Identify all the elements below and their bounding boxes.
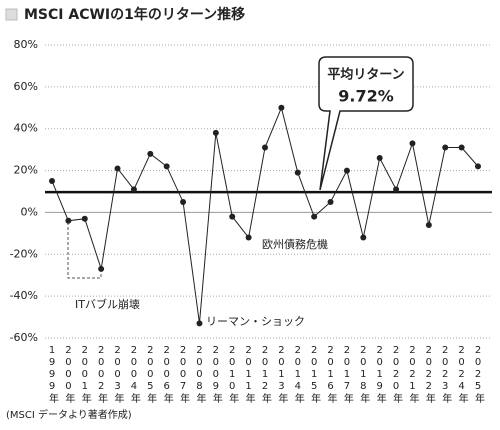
data-point xyxy=(196,320,203,327)
data-point xyxy=(278,104,285,111)
x-tick-label: 2007年 xyxy=(178,345,190,404)
x-tick-label: 2018年 xyxy=(358,345,370,404)
x-tick-label: 2025年 xyxy=(473,345,485,404)
y-tick-label: 80% xyxy=(14,38,38,51)
annotation: ITバブル崩壊 xyxy=(75,297,140,311)
x-tick-label: 1999年 xyxy=(47,345,59,404)
data-point xyxy=(393,186,400,193)
x-tick-label: 2004年 xyxy=(128,345,140,404)
data-point xyxy=(425,221,432,228)
data-point xyxy=(212,129,219,136)
y-tick-label: -60% xyxy=(10,331,38,344)
x-tick-label: 2020年 xyxy=(391,345,403,404)
x-tick-label: 2014年 xyxy=(292,345,304,404)
annotation: 欧州債務危機 xyxy=(262,237,328,251)
data-point xyxy=(49,178,55,185)
data-point xyxy=(163,163,170,170)
chart-title: MSCI ACWIの1年のリターン推移 xyxy=(24,6,245,23)
data-point xyxy=(360,234,367,241)
callout-title: 平均リターン xyxy=(327,67,404,83)
x-tick-label: 2016年 xyxy=(325,345,337,404)
data-point xyxy=(475,163,481,170)
x-tick-label: 2006年 xyxy=(161,345,173,404)
x-tick-label: 2000年 xyxy=(63,345,75,404)
data-point xyxy=(376,155,383,162)
x-tick-label: 2023年 xyxy=(440,345,452,404)
data-point xyxy=(229,213,236,220)
x-tick-label: 2022年 xyxy=(423,345,435,404)
y-tick-label: -40% xyxy=(10,289,38,302)
data-point xyxy=(343,167,350,174)
x-tick-label: 2015年 xyxy=(309,345,321,404)
data-point xyxy=(442,144,449,151)
x-tick-label: 2011年 xyxy=(243,345,255,404)
annotation: リーマン・ショック xyxy=(206,315,305,328)
data-point xyxy=(65,217,72,224)
data-point xyxy=(311,213,318,220)
data-point xyxy=(458,144,465,151)
x-tick-label: 2021年 xyxy=(407,345,419,404)
x-tick-label: 2012年 xyxy=(260,345,272,404)
data-point xyxy=(98,265,105,272)
data-point xyxy=(262,144,268,151)
data-point xyxy=(327,198,334,205)
data-point xyxy=(81,215,88,222)
x-tick-label: 2002年 xyxy=(96,345,108,404)
data-point xyxy=(409,140,416,147)
x-tick-label: 2003年 xyxy=(112,345,124,404)
y-tick-label: 40% xyxy=(14,122,38,135)
y-tick-label: 0% xyxy=(21,205,38,218)
data-point xyxy=(147,150,154,157)
callout-box xyxy=(318,56,414,191)
callout-value: 9.72% xyxy=(338,87,394,106)
source-note: (MSCI データより著者作成) xyxy=(6,408,132,421)
data-point xyxy=(245,234,252,241)
y-tick-label: 60% xyxy=(14,80,38,93)
x-tick-label: 2010年 xyxy=(227,345,239,404)
data-point xyxy=(180,198,187,205)
y-tick-label: -20% xyxy=(10,247,38,260)
x-tick-label: 2008年 xyxy=(194,345,206,404)
x-tick-label: 2001年 xyxy=(79,345,91,404)
data-point xyxy=(130,186,137,193)
x-tick-label: 2005年 xyxy=(145,345,157,404)
x-tick-label: 2024年 xyxy=(456,345,468,404)
data-point xyxy=(294,169,301,176)
bracket xyxy=(67,222,102,279)
data-point xyxy=(114,165,121,172)
x-tick-label: 2013年 xyxy=(276,345,288,404)
title-icon xyxy=(5,8,18,21)
x-tick-label: 2019年 xyxy=(374,345,386,404)
series-line xyxy=(51,106,479,324)
x-tick-label: 2017年 xyxy=(341,345,353,404)
y-tick-label: 20% xyxy=(14,164,38,177)
x-tick-label: 2009年 xyxy=(210,345,222,404)
